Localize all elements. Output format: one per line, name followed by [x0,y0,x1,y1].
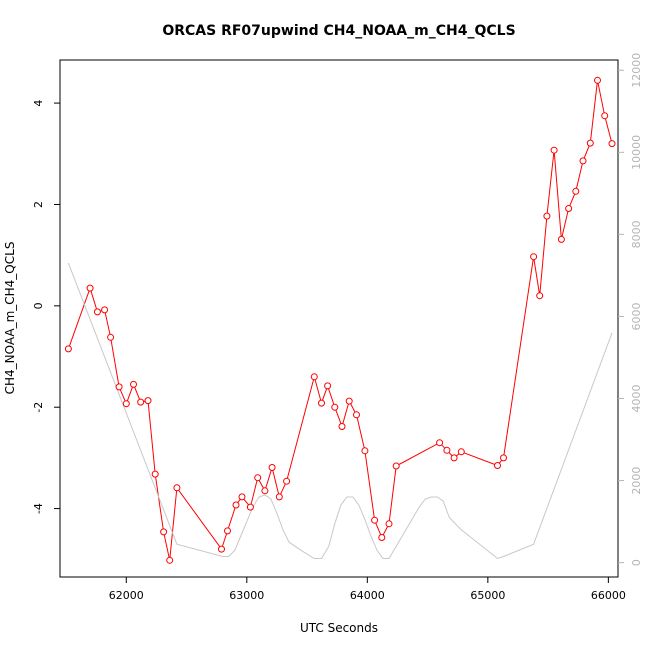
series-0-point [450,454,458,462]
y2-tick-label: 6000 [630,302,643,330]
y2-tick-label: 0 [630,559,643,566]
series-0-point [385,520,393,528]
y-tick-label: 4 [32,100,45,107]
series-0-point [353,411,360,419]
y-tick-label: -4 [32,503,45,514]
x-axis-label: UTC Seconds [300,621,378,635]
series-0-point [457,448,465,456]
series-0-point [443,446,451,454]
series-0-point [151,470,159,478]
x-tick-label: 66000 [591,589,626,602]
series-0-point [254,474,262,482]
series-0-point [115,383,123,391]
series-0-point [261,487,269,495]
series-0-point [122,400,130,408]
series-0-point [550,146,558,154]
series-0-point [586,139,594,147]
series-0-point [137,398,145,406]
series-0-point [494,462,501,469]
y-tick-label: -2 [32,402,45,413]
series-0-point [530,253,538,261]
y-axis-right: 0 2000 4000 6000 8000 10000 12000 [618,53,643,566]
series-0-point [436,439,444,447]
x-tick-label: 65000 [470,589,505,602]
plot-layer [64,76,616,564]
series-0-point [86,284,94,292]
series-0-point [557,235,565,243]
series-0-point [378,534,386,541]
series-0-line [67,80,613,561]
series-0-point [318,399,325,407]
series-0-point [130,380,137,388]
y2-tick-label: 10000 [630,135,643,170]
x-tick-label: 62000 [109,589,144,602]
series-0-point [218,545,225,553]
series-0-point [232,501,240,509]
x-axis: 62000 63000 64000 65000 66000 [109,577,626,602]
series-0-point [93,308,101,316]
series-0-point [64,345,72,353]
x-tick-label: 63000 [229,589,264,602]
series-0-point [371,516,379,524]
series-0-point [310,373,318,381]
y-axis-label: CH4_NOAA_m_CH4_QCLS [3,242,17,395]
series-0-point [608,140,616,148]
series-0-point [572,187,580,195]
series-0-point [275,493,283,501]
series-0-point [565,205,573,212]
series-0-point [601,112,609,120]
series-0-point [101,306,109,314]
plot-box [59,59,619,578]
series-0-point [224,527,231,535]
series-0-point [536,292,544,300]
y-tick-label: 0 [32,302,45,309]
series-0-point [144,397,152,405]
y-axis-left: -4 -2 0 2 4 [32,100,60,514]
series-0-point [268,464,276,471]
series-0-point [107,333,115,341]
series-0-point [238,493,246,501]
series-0-point [345,397,353,405]
series-0-point [338,423,346,430]
series-0-point [173,484,181,492]
y2-tick-label: 8000 [630,220,643,248]
x-tick-label: 64000 [350,589,385,602]
series-0-point [283,477,291,485]
series-0-point [246,503,254,511]
series-1-line [67,262,613,560]
y2-tick-label: 12000 [630,53,643,88]
series-0-point [324,382,332,390]
series-0-point [166,556,174,564]
series-0-point [543,212,551,220]
series-0-point [331,403,339,411]
y2-tick-label: 4000 [630,385,643,413]
series-0-point [579,157,587,165]
series-0-point [392,462,400,470]
y-tick-label: 2 [32,201,45,208]
chart-title: ORCAS RF07upwind CH4_NOAA_m_CH4_QCLS [162,23,515,39]
y2-tick-label: 2000 [630,467,643,495]
series-0-point [500,454,507,462]
series-0-point [594,76,601,84]
series-0-point [160,528,168,536]
series-0-point [361,447,369,455]
